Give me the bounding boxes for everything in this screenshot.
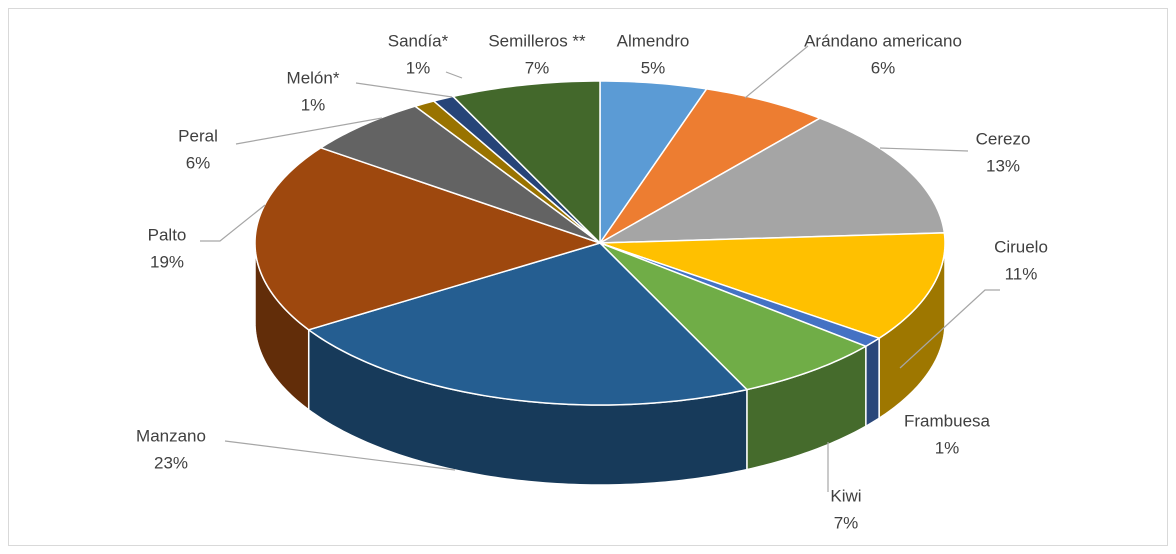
data-label-value: 1% (935, 438, 960, 457)
data-label-value: 7% (834, 513, 859, 532)
data-label-value: 1% (301, 95, 326, 114)
leader-line (224, 440, 456, 471)
data-label-name: Semilleros ** (488, 31, 586, 50)
data-label-value: 19% (150, 252, 184, 271)
data-label-name: Palto (148, 225, 187, 244)
data-label-value: 13% (986, 156, 1020, 175)
data-label-name: Almendro (617, 31, 690, 50)
data-label-name: Kiwi (830, 486, 861, 505)
slice (599, 117, 946, 244)
data-label-value: 11% (1005, 264, 1038, 283)
slice (599, 80, 708, 246)
data-label-name: Ciruelo (994, 237, 1048, 256)
data-label-name: Peral (178, 126, 218, 145)
slice (307, 242, 749, 406)
slice (599, 242, 868, 391)
leader-line (445, 71, 463, 79)
data-label-name: Cerezo (976, 129, 1031, 148)
leader-line (235, 117, 383, 145)
data-label-value: 7% (525, 58, 550, 77)
leader-line (899, 289, 1000, 369)
slice (254, 146, 603, 331)
data-label-value: 5% (641, 58, 666, 77)
slice-side (865, 336, 880, 428)
data-label-value: 6% (871, 58, 896, 77)
data-label-value: 23% (154, 453, 188, 472)
data-label-value: 6% (186, 153, 211, 172)
leader-line (744, 45, 809, 99)
data-label-name: Manzano (136, 426, 206, 445)
data-label-name: Melón* (287, 68, 340, 87)
data-label-value: 1% (406, 58, 431, 77)
leader-line (355, 82, 453, 98)
data-label-name: Sandía* (388, 31, 449, 50)
data-label-name: Arándano americano (804, 31, 962, 50)
slice (599, 232, 946, 340)
data-label-name: Frambuesa (904, 411, 991, 430)
leader-line (200, 204, 266, 242)
slice (319, 105, 601, 244)
slice (599, 88, 822, 244)
slice (451, 80, 601, 245)
leader-line (879, 147, 969, 152)
